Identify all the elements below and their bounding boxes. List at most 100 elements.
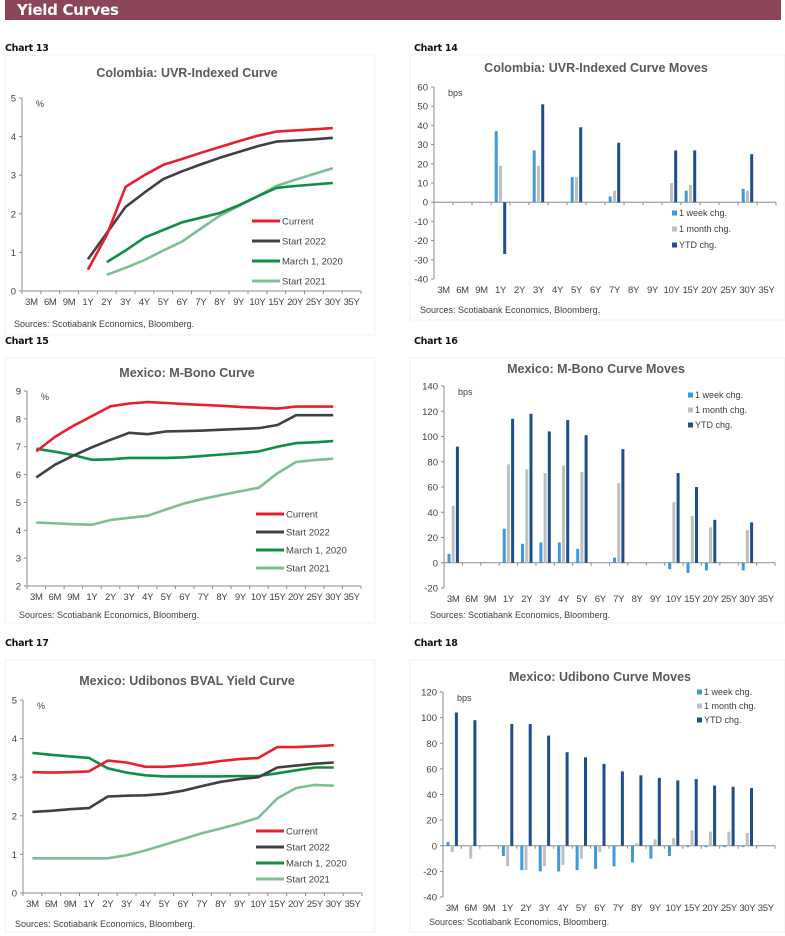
bar-1-month-chg- (689, 184, 692, 203)
bar-ytd-chg- (565, 752, 569, 846)
bar-ytd-chg- (566, 420, 570, 563)
bar-1-month-chg- (617, 483, 621, 563)
legend-swatch (688, 392, 693, 398)
x-tick-label: 9Y (235, 592, 247, 603)
legend-label: March 1, 2020 (286, 546, 347, 557)
chart16-group: Mexico: M-Bono Curve Moves -20 0 20 40 60 80 10… (409, 357, 785, 624)
bar-ytd-chg- (455, 446, 459, 563)
chart13-group: Colombia: UVR-Indexed Curve 0 1 2 3 4 5 % 3M 6M 9M… (4, 54, 376, 336)
x-tick-label: 3M (26, 899, 39, 910)
bar-ytd-chg- (541, 104, 545, 203)
legend-label: Current (286, 827, 318, 838)
x-tick-label: 25Y (307, 592, 324, 603)
x-tick-label: 10Y (251, 592, 268, 603)
legend-label: 1 month chg. (704, 701, 756, 711)
y-tick-label: 60 (427, 483, 438, 494)
x-tick-label: 2Y (514, 285, 526, 296)
x-tick-label: 15Y (268, 297, 285, 308)
bar-ytd-chg- (713, 785, 717, 846)
bar-1-month-chg- (579, 845, 583, 859)
x-tick-label: 30Y (739, 594, 756, 605)
y-tick-label: 40 (417, 121, 428, 132)
x-tick-label: 9M (484, 594, 497, 605)
x-tick-label: 7Y (195, 297, 207, 308)
chart-title: Colombia: UVR-Indexed Curve Moves (484, 61, 708, 75)
legend-label: Current (286, 510, 318, 521)
x-tick-label: 9Y (650, 903, 662, 914)
series-line-start-2021 (106, 167, 334, 277)
y-unit-label: % (36, 99, 44, 109)
y-tick-label: 40 (427, 508, 438, 519)
series-line-current (35, 400, 334, 453)
x-tick-label: 3Y (540, 594, 552, 605)
y-tick-label: 5 (11, 94, 16, 105)
bar-1-month-chg- (543, 473, 547, 563)
bar-1-month-chg- (635, 843, 639, 846)
chart-source: Sources: Scotiabank Economics, Bloomberg… (14, 319, 194, 329)
legend-label: 1 month chg. (679, 224, 731, 234)
chart17-group: Mexico: Udibonos BVAL Yield Curve 0 1 2 3 4 5%… (4, 659, 376, 933)
x-tick-label: 6M (49, 592, 62, 603)
x-tick-label: 30Y (325, 297, 342, 308)
bar-1-month-chg- (525, 469, 529, 563)
y-tick-label: -30 (414, 255, 428, 266)
bar-1-week-chg- (557, 542, 561, 563)
x-tick-label: 1Y (82, 297, 94, 308)
x-tick-label: 25Y (307, 899, 324, 910)
x-tick-label: 20Y (288, 899, 305, 910)
y-tick-label: 20 (427, 533, 438, 544)
x-tick-label: 15Y (684, 903, 701, 914)
chart-frame (409, 659, 785, 933)
y-tick-label: 7 (16, 442, 21, 453)
chart15-group: Mexico: M-Bono Curve 2 3 4 5 6 7 8 9 % 3M 6M 9M 1Y 2Y 3… (4, 357, 376, 624)
x-tick-label: 1Y (503, 594, 515, 605)
bar-ytd-chg- (676, 473, 680, 563)
section-header: Yield Curves (5, 0, 781, 20)
bar-1-week-chg- (576, 548, 580, 563)
bar-1-month-chg- (727, 831, 731, 846)
bar-ytd-chg- (695, 487, 698, 563)
x-tick-label: 7Y (196, 899, 208, 910)
legend-label: March 1, 2020 (286, 859, 347, 870)
y-tick-label: -10 (414, 217, 428, 228)
bar-1-week-chg- (649, 845, 653, 859)
chart-source: Sources: Scotiabank Economics, Bloomberg… (19, 610, 199, 620)
bar-1-week-chg- (575, 845, 579, 871)
bar-1-month-chg- (745, 832, 749, 846)
x-tick-label: 6M (44, 297, 57, 308)
legend-label: YTD chg. (695, 420, 733, 430)
bar-ytd-chg- (731, 786, 735, 846)
x-tick-label: 8Y (216, 592, 228, 603)
x-tick-label: 20Y (703, 594, 720, 605)
series-line-current (32, 743, 334, 774)
y-tick-label: 0 (423, 198, 428, 209)
chart-frame (4, 54, 376, 336)
bar-ytd-chg- (694, 779, 698, 846)
chart-18-label: Chart 18 (414, 638, 458, 649)
legend-label: 1 week chg. (679, 208, 727, 218)
bar-ytd-chg- (676, 780, 680, 846)
bar-ytd-chg- (750, 522, 754, 563)
x-tick-label: 3M (447, 594, 460, 605)
x-tick-label: 3Y (533, 285, 545, 296)
y-tick-label: 5 (16, 498, 21, 509)
bar-1-month-chg- (451, 505, 455, 563)
bar-1-week-chg- (494, 131, 498, 203)
legend-label: Current (282, 217, 314, 228)
x-tick-label: 25Y (721, 594, 738, 605)
y-unit-label: bps (458, 387, 473, 397)
bar-1-week-chg- (668, 562, 672, 570)
bar-1-month-chg- (613, 190, 616, 203)
bar-ytd-chg- (510, 724, 514, 846)
bar-ytd-chg- (547, 735, 551, 846)
bar-1-week-chg- (557, 845, 561, 872)
bar-ytd-chg- (528, 724, 532, 846)
x-tick-label: 9M (475, 285, 488, 296)
bar-1-week-chg- (684, 190, 688, 203)
bar-ytd-chg- (529, 413, 533, 563)
y-tick-label: 10 (417, 179, 428, 190)
y-tick-label: 20 (417, 159, 428, 170)
bar-ytd-chg- (454, 712, 458, 846)
x-tick-label: 6Y (177, 297, 189, 308)
